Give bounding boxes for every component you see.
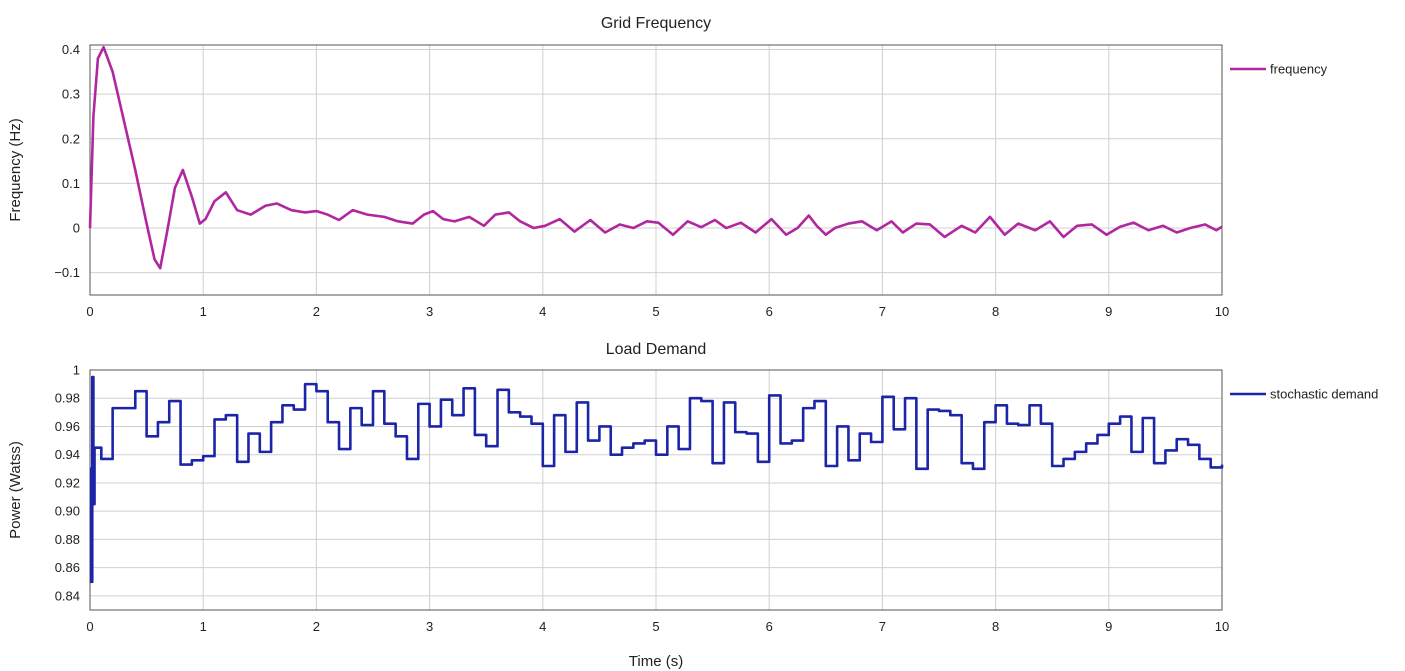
x-tick-label: 0 — [86, 619, 93, 634]
series-line-frequency — [88, 45, 1223, 270]
x-tick-label: 6 — [766, 304, 773, 319]
x-tick-label: 7 — [879, 619, 886, 634]
y-tick-label: 0.92 — [55, 475, 80, 490]
chart-title: Load Demand — [606, 341, 707, 358]
y-tick-label: −0.1 — [54, 265, 80, 280]
x-tick-label: 8 — [992, 619, 999, 634]
x-tick-label: 5 — [652, 619, 659, 634]
x-tick-label: 4 — [539, 619, 546, 634]
grid-frequency-panel: 0 1 2 3 4 5 6 7 8 9 10 −0.1 0 0.1 0.2 0.3 0.4 Grid Freque… — [7, 15, 1328, 319]
x-axis-label: Time (s) — [629, 653, 683, 670]
x-tick-label: 7 — [879, 304, 886, 319]
y-tick-label: 0.2 — [62, 131, 80, 146]
series-line-stochastic-demand — [89, 375, 1224, 584]
y-tick-label: 0.94 — [55, 447, 80, 462]
chart-title: Grid Frequency — [601, 15, 711, 32]
y-tick-label: 0.84 — [55, 588, 80, 603]
y-tick-label: 1 — [73, 363, 80, 378]
y-tick-label: 0.90 — [55, 504, 80, 519]
x-tick-label: 3 — [426, 619, 433, 634]
legend-label: stochastic demand — [1270, 387, 1378, 402]
y-axis-label: Power (Watss) — [7, 441, 24, 539]
y-axis-label: Frequency (Hz) — [7, 118, 24, 221]
legend-label: frequency — [1270, 62, 1328, 77]
y-tick-label: 0.4 — [62, 42, 80, 57]
x-tick-label: 2 — [313, 619, 320, 634]
x-tick-label: 10 — [1215, 304, 1229, 319]
y-tick-label: 0.98 — [55, 391, 80, 406]
x-tick-label: 8 — [992, 304, 999, 319]
x-tick-label: 5 — [652, 304, 659, 319]
y-tick-label: 0 — [73, 221, 80, 236]
y-tick-label: 0.88 — [55, 532, 80, 547]
x-tick-label: 6 — [766, 619, 773, 634]
y-tick-label: 0.96 — [55, 419, 80, 434]
load-demand-panel: 0 1 2 3 4 5 6 7 8 9 10 0.84 0.86 0.88 0.90 0.92 0.94 0.96… — [7, 341, 1378, 670]
y-tick-label: 0.1 — [62, 176, 80, 191]
x-tick-label: 10 — [1215, 619, 1229, 634]
x-tick-label: 3 — [426, 304, 433, 319]
y-tick-label: 0.86 — [55, 560, 80, 575]
y-tick-label: 0.3 — [62, 87, 80, 102]
x-tick-label: 9 — [1105, 304, 1112, 319]
x-tick-label: 4 — [539, 304, 546, 319]
x-tick-label: 1 — [200, 304, 207, 319]
x-tick-label: 2 — [313, 304, 320, 319]
x-tick-label: 0 — [86, 304, 93, 319]
x-tick-label: 9 — [1105, 619, 1112, 634]
x-tick-label: 1 — [200, 619, 207, 634]
plot-frame — [89, 44, 1223, 296]
